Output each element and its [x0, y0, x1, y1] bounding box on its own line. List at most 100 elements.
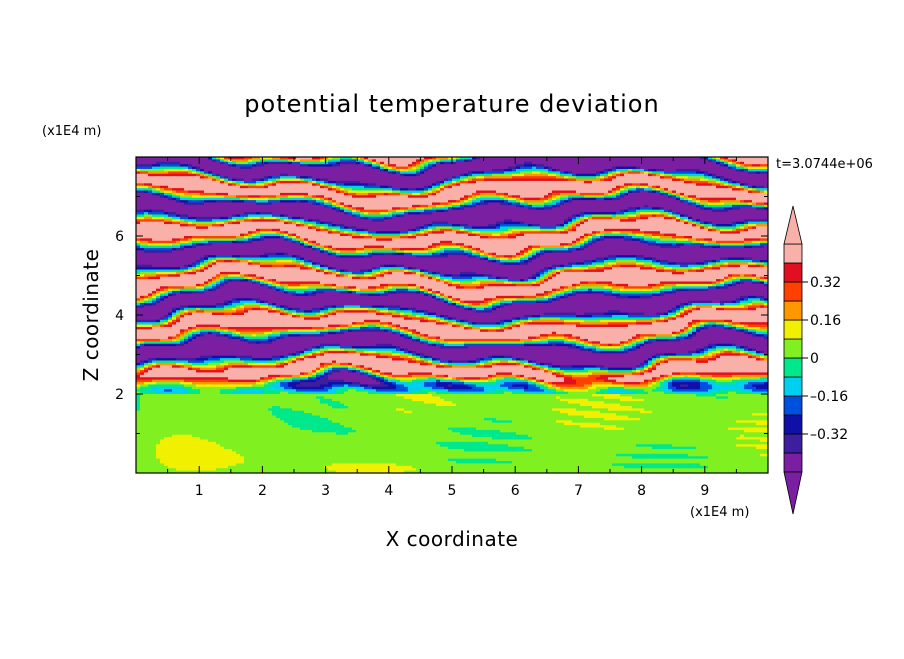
field-cell — [632, 231, 645, 235]
field-cell — [564, 341, 573, 345]
field-cell — [484, 200, 505, 204]
field-cell — [268, 305, 273, 309]
field-cell — [160, 291, 165, 295]
field-cell — [508, 166, 517, 170]
field-cell — [348, 190, 393, 194]
field-cell — [588, 216, 593, 220]
field-cell — [156, 271, 177, 275]
field-cell — [716, 348, 725, 352]
field-cell — [600, 367, 609, 371]
field-cell — [756, 171, 761, 175]
field-cell — [136, 341, 141, 345]
field-cell — [676, 219, 681, 223]
field-cell — [252, 178, 261, 182]
field-cell — [408, 307, 417, 311]
field-cell — [496, 362, 517, 366]
field-cell — [520, 338, 533, 342]
field-cell — [336, 188, 341, 192]
field-cell — [440, 252, 449, 256]
field-cell — [596, 197, 605, 201]
field-cell — [660, 360, 665, 364]
field-cell — [760, 259, 768, 263]
field-cell — [180, 240, 189, 244]
field-cell — [576, 178, 601, 182]
field-cell — [328, 247, 333, 251]
field-cell — [304, 245, 309, 249]
field-cell — [224, 178, 229, 182]
field-cell — [580, 346, 585, 350]
field-cell — [760, 264, 765, 268]
field-cell — [184, 365, 193, 369]
field-cell — [716, 283, 721, 287]
field-cell — [308, 377, 317, 381]
field-cell — [424, 207, 433, 211]
field-cell — [664, 360, 669, 364]
field-cell — [304, 221, 313, 225]
field-cell — [764, 305, 768, 309]
field-cell — [516, 298, 537, 302]
field-cell — [640, 267, 653, 271]
field-cell — [628, 338, 633, 342]
field-cell — [360, 216, 365, 220]
field-cell — [216, 257, 237, 261]
field-cell — [320, 247, 325, 251]
field-cell — [548, 166, 553, 170]
field-cell — [656, 173, 661, 177]
field-cell — [740, 226, 745, 230]
field-cell — [224, 312, 233, 316]
field-cell — [272, 303, 277, 307]
field-cell — [208, 283, 213, 287]
field-cell — [296, 360, 333, 364]
field-cell — [696, 329, 701, 333]
field-cell — [252, 365, 277, 369]
field-cell — [740, 180, 768, 184]
field-cell — [196, 384, 253, 388]
field-cell — [396, 463, 613, 467]
field-cell — [340, 329, 349, 333]
field-cell — [504, 391, 513, 395]
field-cell — [736, 420, 768, 424]
field-cell — [232, 164, 237, 168]
field-cell — [688, 173, 705, 177]
field-cell — [304, 317, 321, 321]
field-cell — [688, 336, 693, 340]
field-cell — [148, 295, 153, 299]
field-cell — [184, 315, 293, 318]
colorbar-swatch — [783, 338, 803, 359]
field-cell — [136, 338, 161, 342]
field-cell — [748, 228, 768, 232]
x-tick-label: 8 — [637, 483, 646, 499]
field-cell — [504, 192, 509, 196]
field-cell — [512, 324, 517, 328]
field-cell — [252, 358, 273, 362]
field-cell — [480, 236, 489, 239]
field-cell — [496, 322, 501, 326]
field-cell — [256, 279, 261, 283]
field-cell — [260, 341, 273, 345]
field-cell — [700, 324, 705, 328]
field-cell — [228, 303, 233, 307]
field-cell — [436, 279, 441, 283]
field-cell — [456, 161, 525, 165]
field-cell — [324, 307, 329, 311]
field-cell — [208, 157, 213, 160]
field-cell — [748, 353, 753, 357]
field-cell — [736, 298, 741, 302]
field-cell — [756, 188, 761, 192]
field-cell — [464, 159, 469, 163]
field-cell — [732, 283, 737, 287]
field-cell — [200, 389, 221, 393]
field-cell — [468, 252, 473, 256]
field-cell — [312, 219, 321, 223]
field-cell — [476, 286, 485, 290]
field-cell — [576, 173, 597, 177]
field-cell — [280, 231, 285, 235]
field-cell — [708, 343, 717, 347]
field-cell — [232, 298, 237, 302]
field-cell — [432, 157, 437, 160]
field-cell — [168, 336, 173, 340]
field-cell — [208, 362, 221, 366]
field-cell — [484, 417, 497, 421]
field-cell — [480, 377, 489, 381]
field-cell — [264, 382, 269, 386]
